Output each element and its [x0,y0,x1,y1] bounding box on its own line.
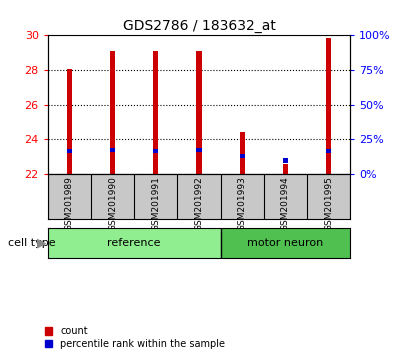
Bar [48,228,220,258]
Bar [196,148,202,153]
Text: GSM201993: GSM201993 [238,176,247,231]
Text: GSM201994: GSM201994 [281,176,290,231]
Text: GSM201989: GSM201989 [65,176,74,231]
Text: ▶: ▶ [37,237,47,250]
Bar [110,51,115,174]
Bar [283,164,288,174]
Text: reference: reference [107,238,161,249]
Bar [67,69,72,174]
Text: cell type: cell type [8,238,56,248]
Text: GSM201991: GSM201991 [151,176,160,231]
Text: motor neuron: motor neuron [247,238,324,249]
Bar [240,132,245,174]
Text: GSM201990: GSM201990 [108,176,117,231]
Bar [283,159,288,163]
Bar [220,228,350,258]
Bar [240,154,245,158]
Text: GSM201995: GSM201995 [324,176,333,231]
Bar [196,51,202,174]
Bar [153,51,158,174]
Legend: count, percentile rank within the sample: count, percentile rank within the sample [45,326,225,349]
Bar [153,149,158,153]
Text: GSM201992: GSM201992 [195,176,203,231]
Bar [326,38,331,174]
Bar [67,149,72,153]
Title: GDS2786 / 183632_at: GDS2786 / 183632_at [123,19,275,33]
Bar [110,148,115,153]
Bar [326,149,331,153]
